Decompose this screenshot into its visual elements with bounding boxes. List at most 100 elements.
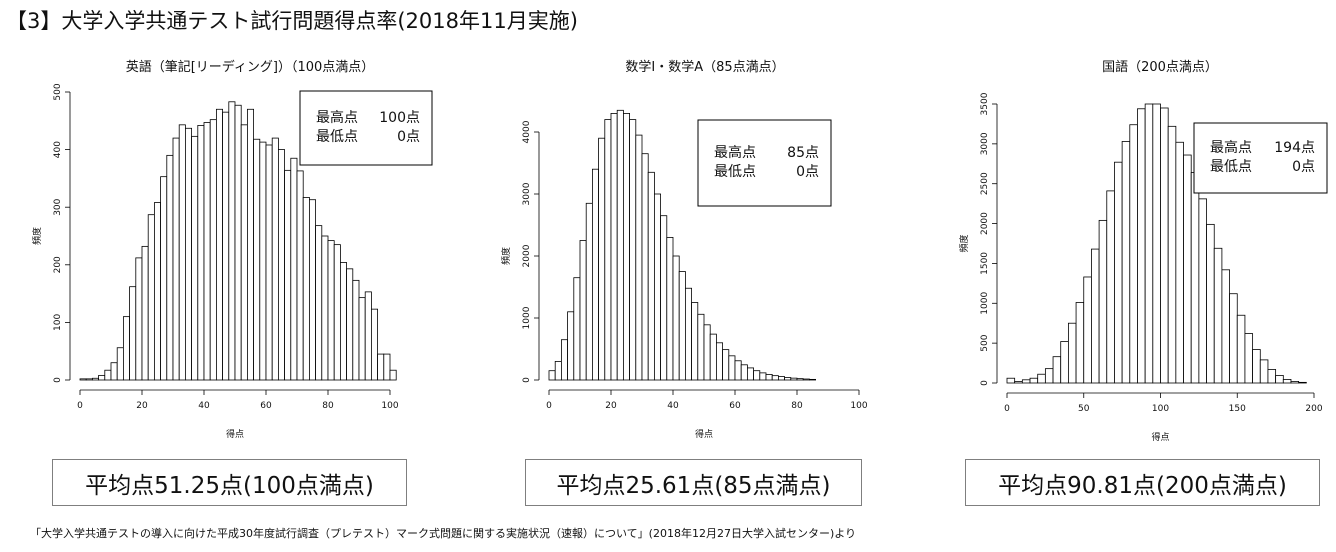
histogram-bar (104, 369, 112, 381)
histogram-bar (222, 111, 230, 381)
histogram-bar (790, 377, 798, 381)
histogram-bar (1037, 373, 1046, 384)
histogram-bar (265, 144, 273, 381)
histogram-bar (191, 135, 199, 381)
x-tick-label: 100 (381, 401, 398, 411)
x-tick-label: 0 (1004, 404, 1010, 414)
histogram-bar (1121, 141, 1131, 384)
histogram-bar (616, 109, 624, 381)
histogram-bar (554, 360, 562, 381)
histogram-bar (377, 353, 385, 381)
histogram-bar (197, 125, 205, 381)
histogram-bar (296, 170, 304, 381)
histogram-bar (548, 370, 556, 381)
histogram-bar (678, 271, 686, 381)
histogram-bar (209, 119, 217, 381)
x-tick-label: 80 (791, 401, 803, 411)
histogram-bar (1129, 124, 1138, 384)
x-tick-label: 0 (546, 401, 552, 411)
histogram-bar (160, 176, 168, 381)
histogram-bar (573, 277, 581, 381)
stats-box (697, 119, 832, 207)
min-score-label: 最低点 (1210, 159, 1252, 175)
y-tick-label: 1000 (980, 292, 990, 315)
histogram-bar (253, 138, 261, 381)
average-score-japanese: 平均点90.81点(200点満点) (965, 459, 1320, 506)
y-tick-label: 3000 (522, 182, 532, 205)
histogram-bar (1175, 141, 1184, 384)
y-axis-label: 頻度 (958, 234, 970, 252)
histogram-english: 英語（筆記[リーディング]）（100点満点） 0 20 40 60 80 100 得点 0 100… (31, 59, 433, 440)
histogram-bar (290, 157, 298, 381)
histogram-bar (1144, 103, 1154, 384)
histogram-bar (1091, 248, 1100, 384)
y-tick-label: 1000 (522, 306, 532, 329)
histogram-bar (1298, 381, 1307, 384)
x-axis-label: 得点 (226, 428, 244, 440)
histogram-bar (85, 378, 93, 381)
histogram-bar (92, 377, 100, 381)
histogram-bar (352, 279, 360, 381)
histogram-bar (1075, 302, 1085, 384)
x-tick-label: 60 (729, 401, 741, 411)
max-score-label: 最高点 (1210, 139, 1252, 156)
x-axis-label: 得点 (1151, 431, 1169, 443)
y-axis-label: 頻度 (31, 227, 43, 245)
histogram-bar (315, 225, 323, 381)
histogram-bar (734, 360, 742, 381)
histogram-bar (1044, 368, 1054, 384)
histogram-bar (585, 202, 593, 381)
histogram-bar (1014, 381, 1023, 384)
min-score-label: 最低点 (714, 164, 756, 180)
page-title: 【3】大学入学共通テスト試行問題得点率(2018年11月実施) (6, 9, 578, 33)
histogram-bar (1067, 322, 1077, 384)
histogram-bar (746, 367, 754, 381)
y-tick-label: 2000 (980, 212, 990, 235)
chart-title: 数学Ⅰ・数学A（85点満点） (625, 59, 784, 75)
histogram-bar (184, 127, 192, 381)
histogram-bar (622, 113, 630, 381)
min-score-value: 0点 (397, 129, 420, 145)
histogram-bar (1282, 379, 1292, 384)
x-tick-label: 60 (260, 401, 272, 411)
histogram-bar (1198, 198, 1207, 384)
histogram-bar (672, 255, 680, 381)
histogram-bar (647, 171, 655, 381)
y-tick-label: 1500 (980, 252, 990, 275)
histogram-bar (1052, 356, 1062, 384)
histogram-bar (1236, 314, 1246, 384)
histogram-bar (715, 342, 723, 381)
histogram-bar (759, 372, 767, 381)
histogram-bar (684, 287, 692, 381)
histogram-bar (172, 137, 180, 381)
histogram-bar (228, 101, 236, 381)
histogram-bar (666, 236, 674, 381)
histogram-bar (802, 378, 810, 381)
y-tick-label: 2000 (522, 244, 532, 267)
y-tick-label: 500 (53, 83, 63, 100)
stats-box (1193, 122, 1328, 194)
histogram-bar (1021, 379, 1031, 384)
histogram-bar (1006, 377, 1016, 384)
histogram-bar (1244, 333, 1254, 384)
y-tick-label: 0 (980, 380, 990, 386)
histogram-bar (691, 302, 699, 381)
histogram-bar (697, 313, 705, 381)
histogram-bar (166, 154, 174, 381)
histogram-bar (641, 153, 649, 381)
max-score-label: 最高点 (316, 109, 358, 126)
histogram-bar (327, 240, 335, 381)
histogram-bar (1190, 172, 1200, 384)
histogram-bar (364, 291, 372, 381)
y-tick-label: 0 (53, 377, 63, 383)
histogram-bar (592, 168, 600, 381)
histogram-bar (796, 378, 804, 381)
histogram-bar (808, 378, 816, 381)
y-axis-label: 頻度 (500, 247, 512, 265)
histogram-bar (1206, 223, 1215, 384)
histogram-bar (598, 137, 606, 381)
histogram-bar (1252, 349, 1261, 384)
histogram-math: 数学Ⅰ・数学A（85点満点） 0 20 40 60 80 100 得点 0 1000 2000 300… (500, 59, 868, 440)
histogram-bar (567, 311, 575, 381)
histogram-bar (660, 215, 668, 381)
